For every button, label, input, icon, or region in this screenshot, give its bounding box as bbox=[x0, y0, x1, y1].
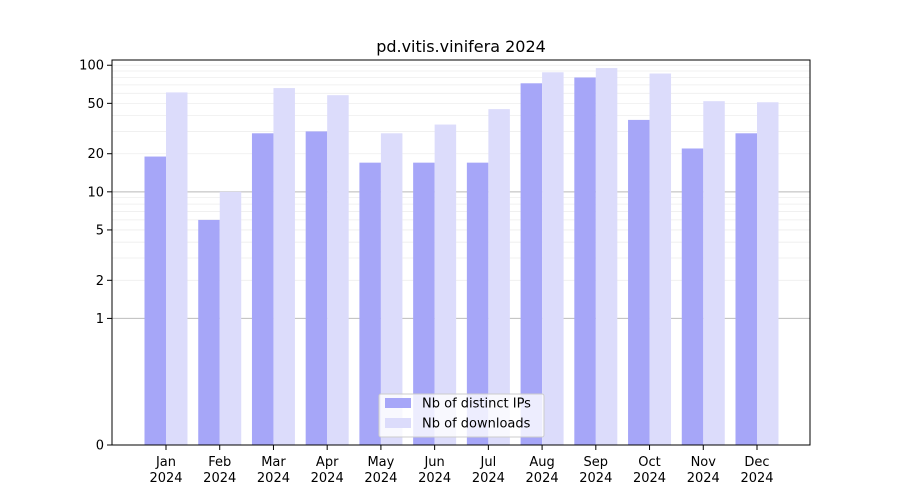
x-tick-label: Nov 2024 bbox=[687, 455, 720, 486]
bar-downloads bbox=[595, 68, 618, 445]
legend-swatch-downloads bbox=[385, 418, 411, 428]
y-tick-label: 100 bbox=[79, 59, 104, 74]
bar-downloads bbox=[649, 73, 672, 445]
legend-label-downloads: Nb of downloads bbox=[422, 417, 531, 432]
y-tick-label: 2 bbox=[96, 274, 104, 289]
legend-box bbox=[378, 393, 545, 438]
bar-distinct-ips bbox=[681, 148, 704, 445]
x-tick-label: Dec 2024 bbox=[740, 455, 773, 486]
bar-distinct-ips bbox=[251, 133, 274, 445]
bar-distinct-ips bbox=[305, 131, 328, 445]
x-tick-label: Jan 2024 bbox=[149, 455, 182, 486]
bar-downloads bbox=[327, 95, 349, 445]
bar-distinct-ips bbox=[628, 119, 650, 445]
y-tick-label: 5 bbox=[96, 223, 104, 238]
bar-distinct-ips bbox=[574, 77, 596, 445]
bar-downloads bbox=[542, 72, 564, 446]
x-tick-label: Oct 2024 bbox=[633, 455, 666, 486]
x-tick-label: Sep 2024 bbox=[579, 455, 612, 486]
x-tick-label: Apr 2024 bbox=[311, 455, 344, 486]
bar-downloads bbox=[757, 102, 779, 445]
y-axis: 0 1 2 5 10 20 50 100 bbox=[79, 59, 112, 454]
bar-downloads bbox=[380, 133, 403, 445]
bar-downloads bbox=[219, 191, 242, 445]
chart-title: pd.vitis.vinifera 2024 bbox=[376, 37, 546, 56]
bar-downloads bbox=[703, 101, 725, 446]
bar-distinct-ips bbox=[735, 133, 757, 445]
x-tick-label: Aug 2024 bbox=[526, 455, 559, 486]
legend-label-distinct-ips: Nb of distinct IPs bbox=[422, 397, 531, 412]
x-tick-label: Jun 2024 bbox=[418, 455, 451, 486]
x-tick-label: Mar 2024 bbox=[257, 455, 290, 486]
bar-downloads bbox=[273, 88, 295, 445]
y-tick-label: 50 bbox=[87, 97, 104, 112]
bar-distinct-ips bbox=[144, 156, 166, 446]
bar-downloads bbox=[166, 92, 188, 446]
legend: Nb of distinct IPs Nb of downloads bbox=[378, 393, 545, 438]
bars bbox=[144, 68, 779, 446]
x-tick-label: May 2024 bbox=[364, 455, 397, 486]
legend-swatch-distinct-ips bbox=[385, 398, 411, 408]
y-tick-label: 10 bbox=[87, 185, 104, 200]
bar-distinct-ips bbox=[198, 219, 220, 445]
plot-frame bbox=[111, 59, 811, 446]
x-tick-label: Feb 2024 bbox=[203, 455, 236, 486]
bar-downloads bbox=[434, 124, 457, 445]
y-tick-label: 0 bbox=[96, 439, 104, 454]
bar-downloads bbox=[488, 109, 510, 446]
x-tick-label: Jul 2024 bbox=[472, 455, 505, 486]
bar-distinct-ips bbox=[520, 83, 543, 445]
bar-distinct-ips bbox=[466, 162, 489, 445]
y-tick-label: 1 bbox=[96, 312, 104, 327]
bar-distinct-ips bbox=[359, 162, 381, 445]
bar-distinct-ips bbox=[413, 162, 435, 445]
y-tick-label: 20 bbox=[87, 147, 104, 162]
x-axis: Jan 2024 Feb 2024 Mar 2024 Apr 2024 May 2024 Jun 20… bbox=[149, 445, 774, 486]
